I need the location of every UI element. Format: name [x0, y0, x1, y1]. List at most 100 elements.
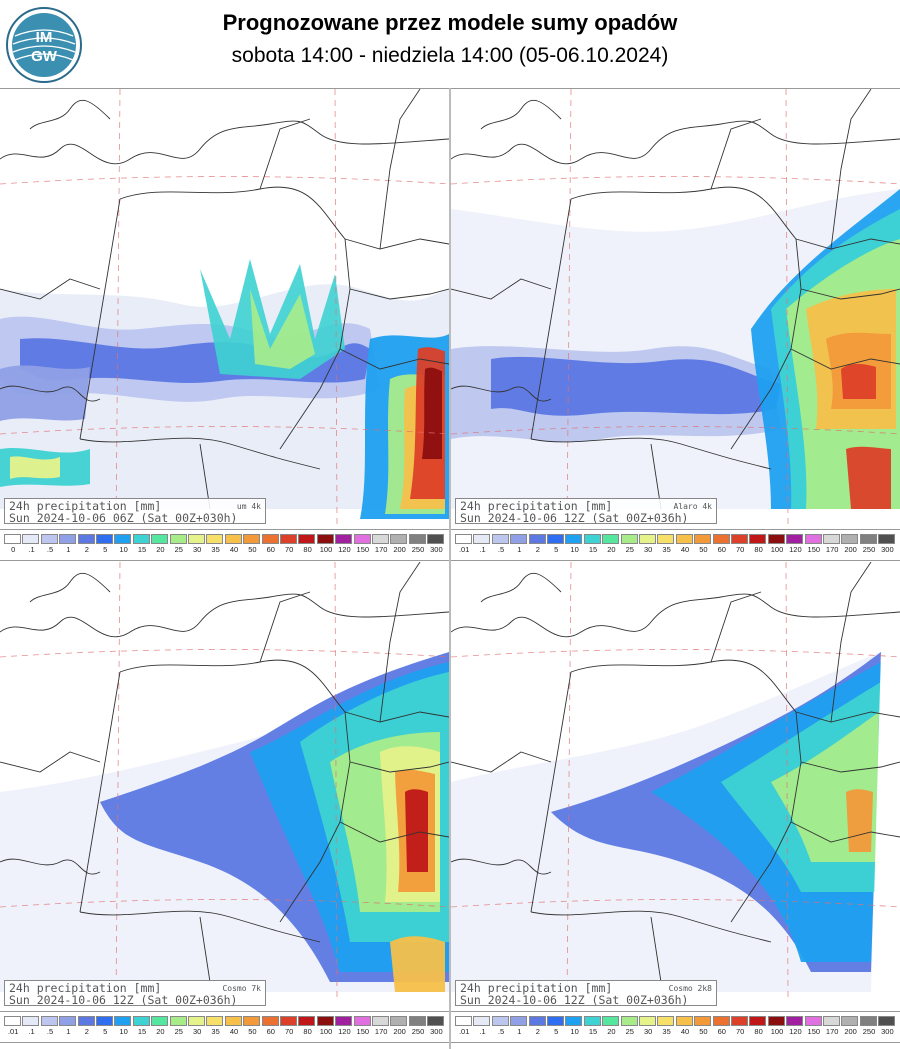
legend-label: 200: [844, 1027, 857, 1036]
info-line-variable: 24h precipitation [mm]: [9, 499, 162, 513]
legend-swatch: [455, 534, 472, 544]
legend-swatch: [206, 534, 224, 544]
legend-label: 35: [211, 545, 220, 554]
map-borders: [451, 89, 900, 526]
legend-swatch: [583, 1016, 601, 1026]
legend-swatch: [878, 1016, 896, 1026]
legend-label: 15: [137, 1027, 147, 1036]
legend-swatch: [639, 1016, 656, 1026]
legend-label: 300: [881, 1027, 894, 1036]
legend-label: 35: [662, 545, 671, 554]
svg-text:GW: GW: [31, 48, 58, 65]
legend-label: 300: [881, 545, 894, 554]
legend-swatch: [528, 1016, 546, 1026]
legend-swatch: [151, 534, 169, 544]
legend-label: 30: [193, 545, 202, 554]
model-name: um 4k: [236, 502, 261, 511]
legend-swatch: [731, 534, 748, 544]
legend-swatch: [390, 534, 408, 544]
legend-swatch: [657, 1016, 675, 1026]
legend-swatch: [224, 1016, 242, 1026]
legend-label: 250: [411, 545, 425, 554]
legend-swatch: [694, 1016, 712, 1026]
legend-swatch: [316, 1016, 334, 1026]
legend-swatch: [372, 1016, 389, 1026]
legend-label: 120: [789, 545, 802, 554]
legend-label: .1: [479, 545, 486, 554]
legend-label: 70: [736, 1027, 745, 1036]
legend-label: .1: [28, 1027, 35, 1036]
model-name: Cosmo 7k: [222, 984, 261, 993]
legend-label: 5: [554, 545, 559, 554]
imgw-logo: IM GW: [6, 7, 82, 83]
legend-swatch: [96, 1016, 113, 1026]
legend-label: 20: [607, 545, 616, 554]
legend-swatch: [22, 534, 40, 544]
legend-swatch: [96, 534, 113, 544]
info-line-time: Sun 2024-10-06 12Z (Sat 00Z+036h): [460, 993, 689, 1007]
legend-swatch: [40, 1016, 58, 1026]
legend-swatch: [353, 1016, 371, 1026]
legend-label: 5: [103, 545, 108, 554]
legend-label: 25: [174, 545, 183, 554]
legend-label: 300: [430, 1027, 443, 1036]
legend-label: 20: [156, 545, 165, 554]
legend-label: 50: [248, 545, 257, 554]
legend-label: 60: [266, 1027, 275, 1036]
legend-label: 15: [588, 1027, 598, 1036]
legend-label: 50: [699, 545, 708, 554]
legend-label: 80: [754, 545, 763, 554]
legend-swatch: [427, 1016, 445, 1026]
legend-swatch: [114, 534, 132, 544]
legend-label: 10: [570, 545, 579, 554]
legend-cosmo7k: .01.1.5 1 2 5 10 15 20 25 30 35 40 50 60 70 80 100 120 15…: [0, 1011, 449, 1043]
precip-map: [451, 89, 900, 526]
legend-label: 150: [356, 545, 370, 554]
legend-label: 120: [338, 1027, 351, 1036]
legend-swatch: [206, 1016, 224, 1026]
legend-label: 1: [517, 545, 522, 554]
legend-swatch: [169, 534, 187, 544]
map-info-box: 24h precipitation [mm] Sun 2024-10-06 12…: [455, 980, 717, 1006]
legend-label: 2: [535, 1027, 540, 1036]
map-info-box: 24h precipitation [mm] Sun 2024-10-06 06…: [4, 498, 266, 524]
legend-label: 2: [535, 545, 540, 554]
legend-label: 170: [825, 1027, 839, 1036]
legend-swatch: [510, 1016, 528, 1026]
legend-swatch: [491, 1016, 509, 1026]
legend-label: 150: [356, 1027, 370, 1036]
legend-swatch: [510, 534, 528, 544]
legend-label: 250: [411, 1027, 425, 1036]
legend-label: .1: [479, 1027, 486, 1036]
legend-swatch: [243, 534, 261, 544]
legend-swatch: [786, 1016, 804, 1026]
legend-label: 0: [11, 545, 16, 554]
legend-swatch: [804, 534, 822, 544]
page-header: IM GW Prognozowane przez modele sumy opa…: [0, 0, 900, 89]
legend-label: 2: [84, 1027, 89, 1036]
legend-label: 200: [844, 545, 857, 554]
map-panel-cosmo2k8: 24h precipitation [mm] Sun 2024-10-06 12…: [451, 562, 900, 1008]
panel-separator: [449, 88, 451, 1049]
legend-alaro4k: .01.1.5 1 2 5 10 15 20 25 30 35 40 50 60 70 80 100 120 15…: [451, 529, 900, 561]
legend-swatch: [408, 1016, 426, 1026]
legend-swatch: [59, 534, 77, 544]
legend-swatch: [261, 534, 279, 544]
legend-label: 15: [137, 545, 147, 554]
legend-swatch: [712, 1016, 730, 1026]
legend-label: 100: [770, 545, 784, 554]
legend-label: 5: [554, 1027, 559, 1036]
legend-label: 80: [754, 1027, 763, 1036]
legend-swatch: [528, 534, 546, 544]
map-borders: [451, 562, 900, 1000]
legend-swatch: [878, 534, 896, 544]
legend-label: 35: [662, 1027, 671, 1036]
legend-swatch: [408, 534, 426, 544]
legend-swatch: [491, 534, 509, 544]
legend-swatch: [583, 534, 601, 544]
legend-label: .5: [497, 1027, 505, 1036]
legend-label: 50: [248, 1027, 257, 1036]
legend-swatch: [243, 1016, 261, 1026]
legend-swatch: [335, 1016, 353, 1026]
legend-label: 40: [229, 545, 239, 554]
